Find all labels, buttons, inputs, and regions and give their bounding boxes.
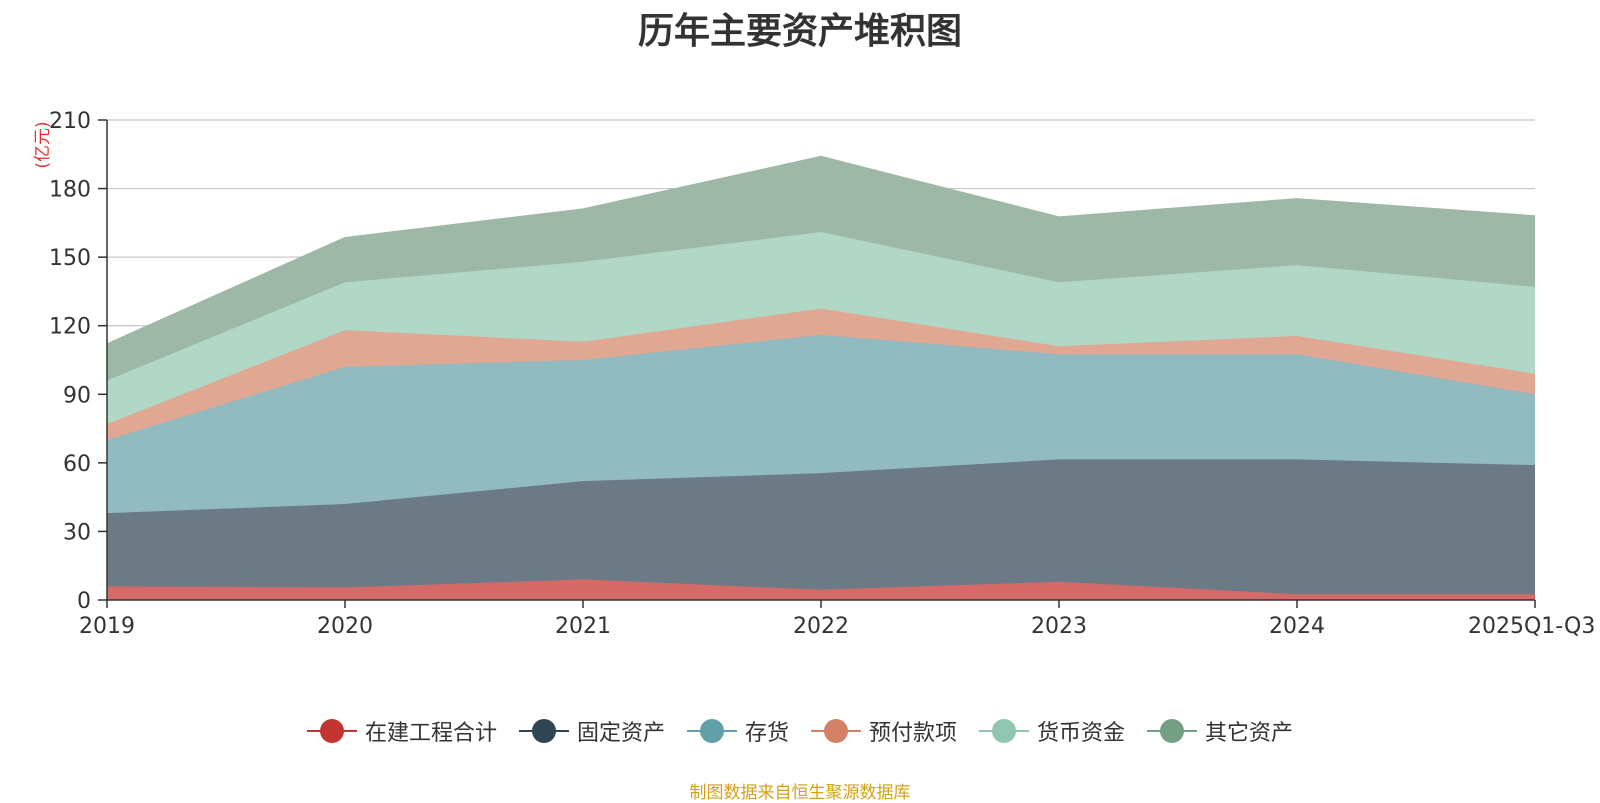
legend-label: 预付款项 — [869, 721, 958, 746]
area-series-2[interactable] — [107, 334, 1535, 514]
series-line-5 — [106, 155, 1536, 345]
legend-item[interactable]: 存货 — [686, 715, 789, 747]
y-tick-label: 150 — [49, 246, 91, 271]
y-tick-label: 90 — [63, 383, 91, 408]
legend-label: 固定资产 — [576, 721, 665, 746]
axes — [98, 119, 1536, 608]
area-series — [106, 155, 1536, 600]
x-tick-label: 2019 — [79, 614, 135, 639]
legend-marker-icon — [686, 719, 737, 743]
x-tick-label: 2025Q1-Q3 — [1468, 614, 1595, 639]
legend-label: 在建工程合计 — [364, 721, 497, 746]
legend-marker-icon — [979, 719, 1030, 743]
legend-label: 存货 — [744, 721, 789, 746]
legend-marker-icon — [518, 719, 569, 743]
x-tick-labels: 2019 2020 2021 2022 2023 2024 2025Q1-Q3 — [79, 614, 1595, 639]
y-tick-labels: 0 30 60 90 120 150 180 210 — [49, 109, 91, 614]
x-tick-label: 2020 — [317, 614, 373, 639]
legend-item[interactable]: 货币资金 — [979, 715, 1125, 747]
area-series-4[interactable] — [107, 232, 1535, 424]
legend-item[interactable]: 固定资产 — [518, 715, 665, 747]
y-tick-label: 210 — [49, 109, 91, 134]
x-tick-label: 2023 — [1031, 614, 1087, 639]
legend-label: 其它资产 — [1205, 721, 1294, 746]
y-tick-label: 120 — [49, 315, 91, 340]
legend-item[interactable]: 其它资产 — [1147, 715, 1293, 747]
legend-marker-icon — [306, 719, 357, 743]
legend-item[interactable]: 预付款项 — [811, 715, 957, 747]
chart-title: 历年主要资产堆积图 — [637, 11, 962, 52]
x-tick-label: 2024 — [1269, 614, 1325, 639]
legend-marker-icon — [811, 719, 861, 743]
y-tick-label: 60 — [63, 452, 91, 477]
legend: 在建工程合计 固定资产 存货 预付款项 货币资金 其它资产 — [0, 715, 1600, 747]
x-tick-label: 2022 — [793, 614, 849, 639]
data-source-note: 制图数据来自恒生聚源数据库 — [689, 783, 911, 803]
x-tick-label: 2021 — [555, 614, 611, 639]
y-axis-label: (亿元) — [33, 121, 53, 168]
stacked-area-chart: 0 30 60 90 120 150 180 210 2019 2020 2021 2022 2023… — [33, 109, 1595, 639]
legend-marker-icon — [1147, 719, 1198, 743]
y-tick-label: 0 — [77, 589, 91, 614]
area-series-5[interactable] — [107, 156, 1535, 381]
legend-label: 货币资金 — [1037, 721, 1126, 746]
y-tick-label: 180 — [49, 178, 91, 203]
y-tick-label: 30 — [63, 520, 91, 545]
legend-item[interactable]: 在建工程合计 — [306, 715, 497, 747]
